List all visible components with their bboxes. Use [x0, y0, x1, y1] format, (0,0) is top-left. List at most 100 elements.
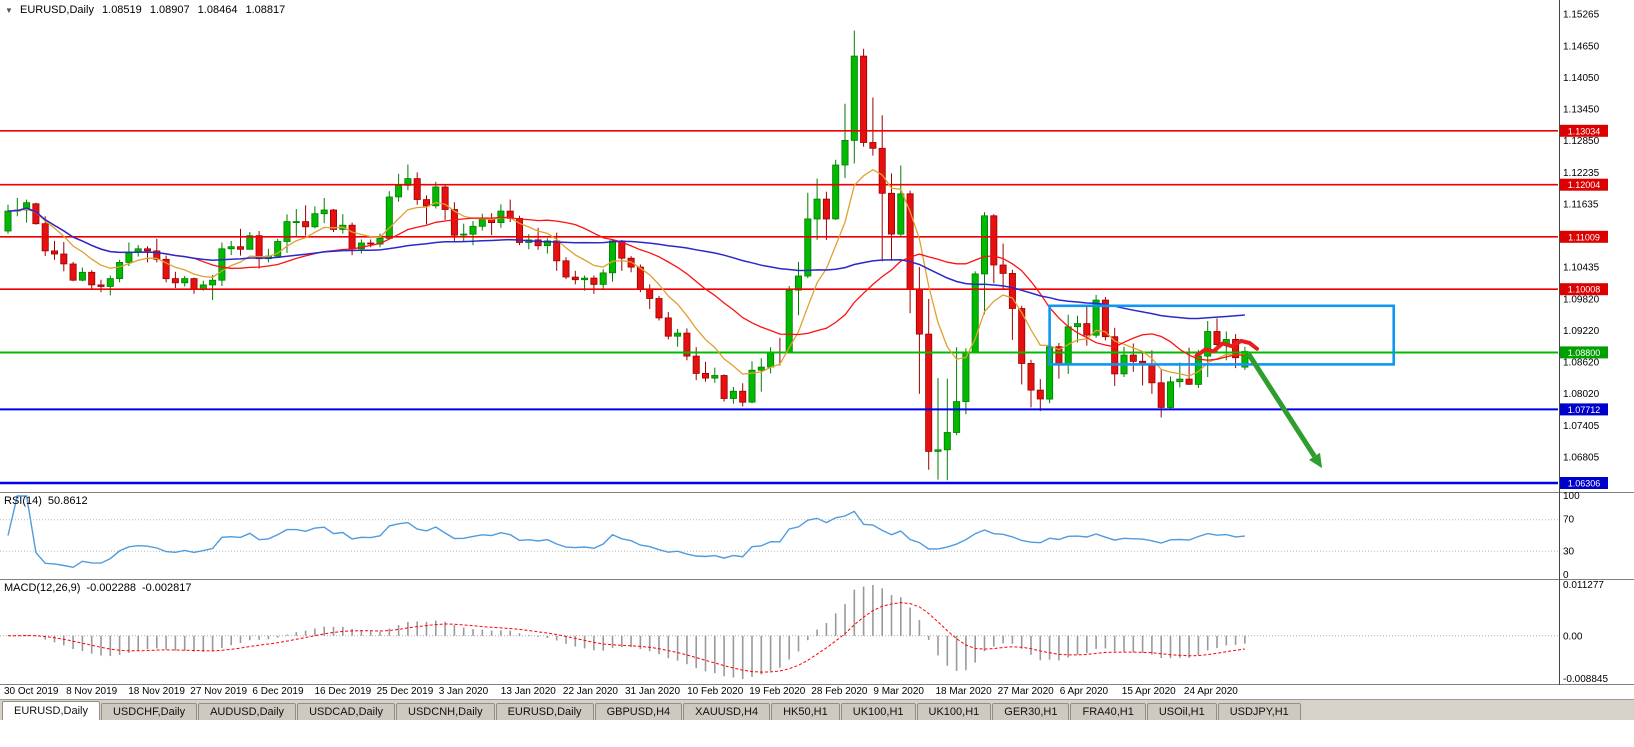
price-scale-label: 1.13450: [1563, 105, 1600, 116]
price-scale-label: 1.12850: [1563, 136, 1600, 147]
macd-signal-value: -0.002817: [141, 582, 192, 594]
date-label: 28 Feb 2020: [811, 686, 868, 697]
fast-ma-line: [7, 168, 1245, 377]
date-label: 25 Dec 2019: [376, 686, 434, 697]
date-label: 13 Jan 2020: [500, 686, 556, 697]
chart-tab-bar: EURUSD,Daily USDCHF,Daily AUDUSD,Daily USDC…: [0, 699, 1634, 720]
macd-indicator-panel[interactable]: 0.011277 0.00 -0.008845: [0, 579, 1634, 685]
price-tag-text: 1.06306: [1568, 479, 1601, 489]
collapse-symbol-icon[interactable]: ▼: [5, 6, 13, 15]
consolidation-rectangle[interactable]: [1048, 304, 1395, 366]
price-tag-text: 1.10008: [1568, 285, 1601, 295]
date-label: 27 Mar 2020: [997, 686, 1054, 697]
chart-tab-4-usdcnh-daily[interactable]: USDCNH,Daily: [396, 703, 495, 720]
rsi-value: 50.8612: [47, 495, 88, 507]
chart-tab-5-eurusd-daily[interactable]: EURUSD,Daily: [495, 703, 594, 720]
macd-scale-label: 0.00: [1563, 631, 1583, 642]
date-label: 15 Apr 2020: [1121, 686, 1176, 697]
price-tag-text: 1.12004: [1568, 180, 1601, 190]
price-tag-1.10008: [1560, 283, 1608, 296]
quote-high: 1.08907: [149, 4, 190, 16]
date-label: 3 Jan 2020: [438, 686, 489, 697]
quote-low: 1.08464: [197, 4, 238, 16]
price-chart-panel[interactable]: 1.15265 1.14650 1.14050 1.13450 1.12850 1.122…: [0, 0, 1634, 492]
price-tag-text: 1.08800: [1568, 348, 1601, 358]
date-label: 18 Nov 2019: [128, 686, 185, 697]
rsi-scale-label: 0: [1563, 570, 1569, 579]
macd-name: MACD(12,26,9): [4, 582, 81, 594]
chart-tab-8-hk50-h1[interactable]: HK50,H1: [771, 703, 840, 720]
date-label: 18 Mar 2020: [935, 686, 992, 697]
rsi-scale-label: 70: [1563, 515, 1575, 526]
price-scale-label: 1.08020: [1563, 389, 1600, 400]
chart-tab-6-gbpusd-h4[interactable]: GBPUSD,H4: [594, 703, 683, 720]
symbol-timeframe-label: EURUSD,Daily: [19, 4, 94, 16]
rsi-scale-label: 30: [1563, 546, 1575, 557]
macd-label: MACD(12,26,9) -0.002288 -0.002817: [4, 582, 198, 594]
price-scale-label: 1.10435: [1563, 262, 1600, 273]
chart-tab-2-audusd-daily[interactable]: AUDUSD,Daily: [198, 703, 297, 720]
mid-ma-line: [7, 207, 1245, 361]
rsi-scale-label: 100: [1563, 492, 1580, 502]
down-arrow[interactable]: [1246, 352, 1317, 458]
macd-histogram: [16, 585, 1246, 679]
price-scale-label: 1.08620: [1563, 357, 1600, 368]
price-scale-label: 1.12235: [1563, 168, 1600, 179]
date-label: 19 Feb 2020: [749, 686, 806, 697]
date-label: 30 Oct 2019: [4, 686, 59, 697]
price-scale-label: 1.14050: [1563, 73, 1600, 84]
price-tag-1.06306: [1560, 477, 1608, 489]
date-label: 8 Nov 2019: [66, 686, 118, 697]
rsi-name: RSI(14): [4, 495, 42, 507]
rsi-indicator-panel[interactable]: 100 70 30 0: [0, 492, 1634, 579]
quote-close: 1.08817: [245, 4, 286, 16]
price-tag-1.12004: [1560, 178, 1608, 191]
chart-tab-1-usdchf-daily[interactable]: USDCHF,Daily: [100, 703, 198, 720]
price-tag-text: 1.13034: [1568, 126, 1601, 136]
price-tag-text: 1.11009: [1568, 232, 1600, 242]
time-axis[interactable]: 30 Oct 2019 8 Nov 2019 18 Nov 2019 27 Nov 2…: [0, 685, 1634, 699]
quote-open: 1.08519: [102, 4, 142, 16]
chart-tab-13-usoil-h1[interactable]: USOil,H1: [1146, 703, 1217, 720]
chart-tab-9-uk100-h1[interactable]: UK100,H1: [840, 703, 916, 720]
chart-tab-0-eurusd-daily[interactable]: EURUSD,Daily: [2, 701, 100, 720]
down-arrow-head[interactable]: [1309, 452, 1323, 469]
chart-tab-12-fra40-h1[interactable]: FRA40,H1: [1070, 703, 1146, 720]
price-scale-label: 1.09820: [1563, 295, 1600, 306]
price-tag-text: 1.07712: [1568, 405, 1601, 415]
rsi-line: [7, 495, 1245, 569]
price-scale-label: 1.06805: [1563, 452, 1600, 463]
price-tag-1.11009: [1560, 230, 1608, 243]
chart-tab-10-uk100-h1[interactable]: UK100,H1: [916, 703, 992, 720]
date-label: 9 Mar 2020: [873, 686, 924, 697]
chart-tab-14-usdjpy-h1[interactable]: USDJPY,H1: [1217, 703, 1301, 720]
macd-scale-label: 0.011277: [1563, 580, 1604, 591]
date-label: 22 Jan 2020: [562, 686, 618, 697]
macd-scale-label: -0.008845: [1563, 674, 1608, 685]
chart-tab-3-usdcad-daily[interactable]: USDCAD,Daily: [297, 703, 396, 720]
date-label: 16 Dec 2019: [314, 686, 372, 697]
date-label: 24 Apr 2020: [1183, 686, 1238, 697]
price-tag-1.13034: [1560, 124, 1608, 137]
date-label: 6 Dec 2019: [252, 686, 304, 697]
moving-averages-layer: [7, 168, 1245, 377]
candles-layer: [4, 30, 1249, 481]
price-tag-1.07712: [1560, 403, 1608, 416]
date-label: 6 Apr 2020: [1059, 686, 1109, 697]
price-tag-1.08800: [1560, 346, 1608, 359]
quote-bar: ▼ EURUSD,Daily 1.08519 1.08907 1.08464 1…: [5, 4, 285, 16]
price-scale-label: 1.11635: [1563, 200, 1599, 211]
macd-signal-line: [8, 602, 1245, 673]
chart-tab-7-xauusd-h4[interactable]: XAUUSD,H4: [683, 703, 771, 720]
price-scale-label: 1.07405: [1563, 421, 1600, 432]
date-label: 10 Feb 2020: [687, 686, 744, 697]
price-scale-label: 1.09220: [1563, 326, 1600, 337]
date-label: 27 Nov 2019: [190, 686, 248, 697]
chart-tab-11-ger30-h1[interactable]: GER30,H1: [992, 703, 1070, 720]
date-label: 31 Jan 2020: [625, 686, 681, 697]
rsi-label: RSI(14) 50.8612: [4, 495, 94, 507]
price-scale-label: 1.15265: [1563, 10, 1600, 21]
slow-ma-line: [7, 207, 1245, 320]
trend-scribble[interactable]: [1194, 338, 1259, 358]
